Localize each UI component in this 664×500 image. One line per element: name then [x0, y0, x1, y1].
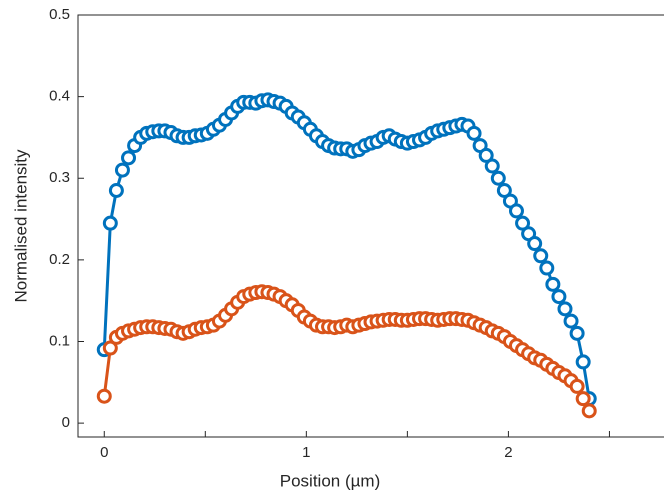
x-axis-label: Position (µm) [280, 471, 380, 490]
data-point [484, 158, 500, 174]
y-tick-label: 0.1 [49, 332, 70, 349]
data-point [515, 215, 531, 231]
y-tick-label: 0.2 [49, 251, 70, 268]
y-tick-label: 0 [62, 414, 70, 431]
y-axis-label: Normalised intensity [11, 149, 30, 303]
y-tick-label: 0.3 [49, 169, 70, 186]
data-point [569, 378, 585, 394]
data-point [490, 170, 506, 186]
data-point [557, 301, 573, 317]
axes-frame [77, 14, 664, 438]
data-point [102, 340, 118, 356]
x-tick-label: 1 [302, 444, 310, 461]
data-point [581, 403, 597, 419]
data-point [533, 248, 549, 264]
data-point [96, 388, 112, 404]
data-point [551, 289, 567, 305]
x-tick-label: 0 [100, 444, 108, 461]
y-tick-label: 0.5 [49, 6, 70, 23]
data-point [539, 260, 555, 276]
data-point [478, 147, 494, 163]
x-tick-label: 2 [504, 444, 512, 461]
data-point [114, 162, 130, 178]
data-point [102, 215, 118, 231]
data-point [508, 203, 524, 219]
data-point [563, 313, 579, 329]
data-point [575, 354, 591, 370]
data-point [545, 276, 561, 292]
data-point [575, 391, 591, 407]
data-point [121, 150, 137, 166]
data-point [569, 325, 585, 341]
data-point [108, 182, 124, 198]
data-point [466, 125, 482, 141]
data-point [496, 182, 512, 198]
y-tick-label: 0.4 [49, 88, 70, 105]
data-point [527, 236, 543, 252]
